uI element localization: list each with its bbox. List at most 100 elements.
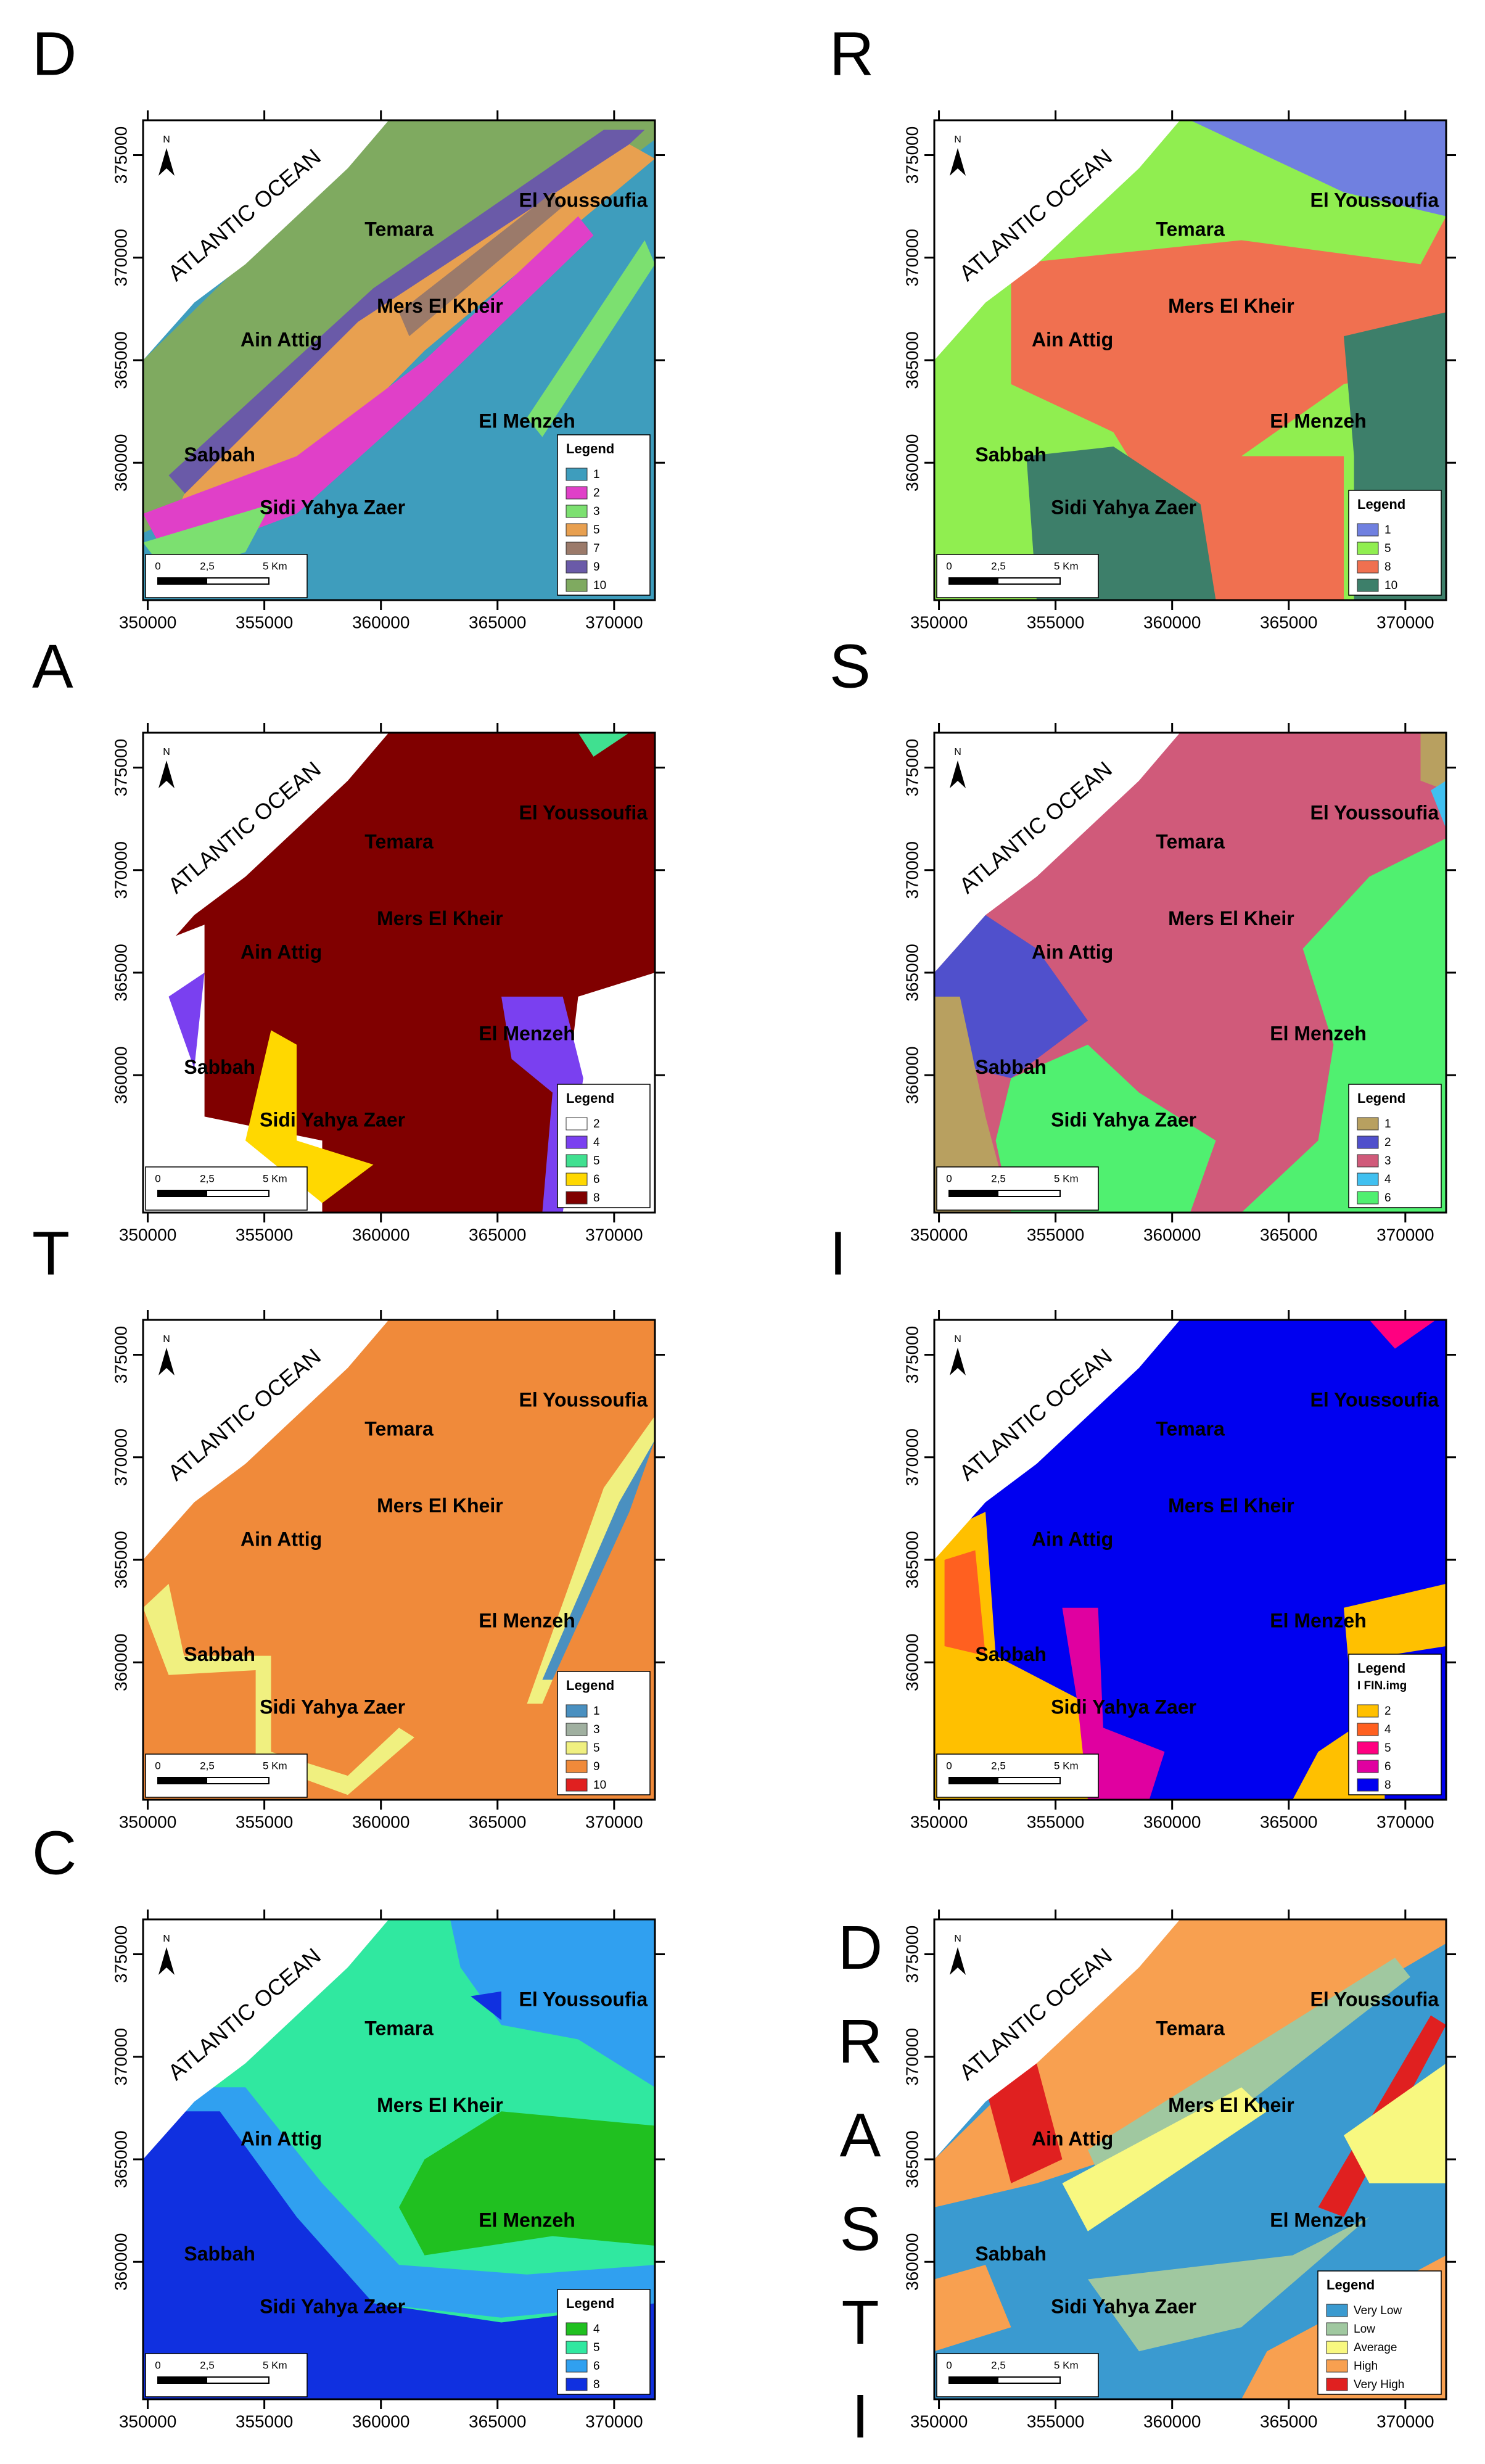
scale-label: 2,5	[991, 1172, 1006, 1184]
map-zone	[471, 1991, 501, 2021]
scale-label: 5 Km	[263, 560, 287, 572]
legend-swatch	[1357, 1117, 1379, 1131]
legend-label: 9	[593, 561, 600, 574]
scale-label: 2,5	[200, 1760, 215, 1771]
panel-letter: S	[829, 632, 871, 701]
place-label: El Youssoufia	[1310, 802, 1439, 824]
legend-label: High	[1354, 2360, 1378, 2373]
map-zone	[450, 1919, 655, 2088]
legend-label: 6	[1384, 1192, 1391, 1205]
panel-letter: R	[829, 19, 874, 88]
scale-box	[936, 1166, 1099, 1211]
ocean	[143, 120, 389, 360]
map-zone	[1088, 2217, 1370, 2352]
y-tick-label: 365000	[111, 2130, 130, 2188]
legend-swatch	[566, 486, 588, 500]
y-tick-label: 360000	[111, 2233, 130, 2291]
panel-letter: D	[32, 19, 76, 88]
place-label: Mers El Kheir	[377, 2094, 503, 2116]
place-label: Sabbah	[975, 2243, 1047, 2265]
map-zone	[1344, 2063, 1446, 2183]
legend-subtitle: I FIN.img	[1357, 1679, 1407, 1692]
legend-label: 3	[593, 1723, 600, 1736]
place-label: Sabbah	[184, 1643, 255, 1665]
legend-label: 1	[593, 1705, 600, 1718]
north-arrow	[950, 148, 966, 176]
legend-label: 4	[1384, 1173, 1391, 1186]
panel-letter: C	[32, 1818, 76, 1887]
scale-bar	[158, 2377, 207, 2383]
scale-label: 5 Km	[1054, 2359, 1079, 2371]
legend-box	[557, 1084, 651, 1208]
place-label: Sidi Yahya Zaer	[260, 1109, 405, 1131]
place-label: Mers El Kheir	[377, 1494, 503, 1517]
legend-label: 8	[1384, 561, 1391, 574]
legend-label: 3	[1384, 1155, 1391, 1168]
panel-letter: DRASTIC	[826, 1913, 895, 2464]
ocean	[143, 1919, 389, 2159]
scale-label: 0	[155, 560, 160, 572]
place-label: El Menzeh	[479, 410, 575, 432]
x-tick-label: 365000	[469, 2412, 526, 2431]
y-tick-label: 365000	[111, 944, 130, 1001]
scale-label: 5 Km	[263, 1172, 287, 1184]
legend-title: Legend	[1357, 1660, 1405, 1676]
place-label: Ain Attig	[241, 941, 322, 963]
legend-swatch	[566, 468, 588, 481]
north-arrow	[950, 760, 966, 788]
y-tick-label: 375000	[902, 1926, 921, 1983]
legend-swatch	[1326, 2322, 1348, 2336]
map-zone	[527, 240, 655, 437]
north-arrow	[158, 1947, 175, 1975]
legend-swatch	[1357, 542, 1379, 555]
x-tick-label: 360000	[1143, 1812, 1201, 1831]
place-label: Sidi Yahya Zaer	[1051, 497, 1196, 519]
place-label: Mers El Kheir	[377, 907, 503, 929]
legend-swatch	[1326, 2359, 1348, 2373]
y-tick-label: 360000	[111, 434, 130, 492]
scale-label: 0	[155, 1172, 160, 1184]
map-zone	[143, 216, 594, 562]
y-tick-label: 370000	[111, 1428, 130, 1486]
x-tick-label: 370000	[1376, 2412, 1434, 2431]
scale-label: 2,5	[991, 1760, 1006, 1771]
place-label: El Youssoufia	[519, 189, 648, 212]
scale-box	[145, 554, 308, 598]
legend-swatch	[1357, 1778, 1379, 1792]
x-tick-label: 365000	[469, 612, 526, 632]
map-panel: C 350000 355000 360000 365000 370000 360000 365…	[32, 1818, 665, 2431]
y-tick-label: 365000	[902, 944, 921, 1001]
place-label: Sidi Yahya Zaer	[260, 1696, 405, 1718]
north-label: N	[954, 1334, 961, 1345]
north-label: N	[954, 747, 961, 757]
legend-swatch	[566, 1135, 588, 1149]
place-label: Sabbah	[184, 1056, 255, 1078]
place-label: Temara	[364, 218, 434, 240]
legend-label: 3	[593, 505, 600, 518]
x-tick-label: 350000	[910, 1812, 968, 1831]
legend-title: Legend	[566, 1678, 614, 1693]
scale-box	[936, 554, 1099, 598]
legend-swatch	[1326, 2341, 1348, 2354]
legend-label: 2	[593, 1118, 600, 1131]
x-tick-label: 365000	[1260, 1225, 1317, 1244]
map-panel: I 350000 355000 360000 365000 370000 360000 365…	[829, 1219, 1456, 1831]
ocean	[934, 120, 1180, 360]
x-tick-label: 350000	[119, 1225, 176, 1244]
legend-label: 10	[1384, 579, 1397, 592]
legend-label: 1	[593, 468, 600, 481]
legend-label: 8	[1384, 1779, 1391, 1792]
x-tick-label: 350000	[910, 612, 968, 632]
place-label: Ain Attig	[1032, 2127, 1113, 2149]
place-label: Sidi Yahya Zaer	[260, 497, 405, 519]
place-label: El Menzeh	[1270, 1610, 1366, 1632]
x-tick-label: 365000	[1260, 2412, 1317, 2431]
place-label: Sabbah	[975, 1056, 1047, 1078]
place-label: Temara	[364, 2017, 434, 2039]
scale-bar	[158, 1190, 207, 1197]
ocean	[143, 1320, 389, 1560]
x-tick-label: 370000	[1376, 1225, 1434, 1244]
place-label: Sabbah	[184, 443, 255, 466]
legend-title: Legend	[566, 2296, 614, 2311]
x-tick-label: 360000	[352, 1812, 409, 1831]
